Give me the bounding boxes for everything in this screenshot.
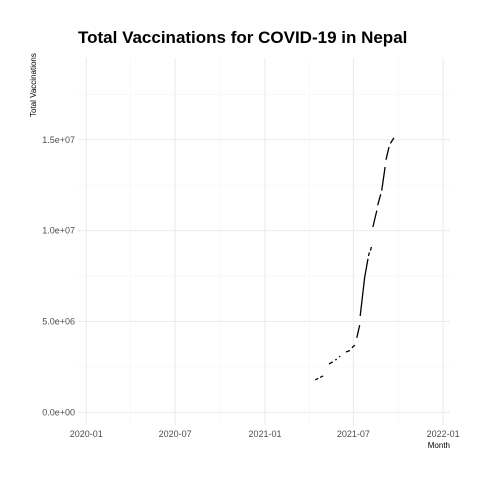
x-axis-ticks: 2020-01 2020-07 2021-01 2021-07 2022-01 — [70, 429, 460, 439]
series-segment — [372, 210, 378, 228]
series-segment — [389, 137, 395, 144]
x-tick-label: 2020-01 — [70, 429, 103, 439]
series-segment — [367, 252, 371, 257]
series-segment — [385, 146, 390, 160]
minor-gridlines — [78, 58, 450, 425]
y-tick-label: 0.0e+00 — [42, 407, 75, 417]
vaccination-series — [314, 137, 395, 381]
x-tick-label: 2020-07 — [159, 429, 192, 439]
x-tick-label: 2021-01 — [248, 429, 281, 439]
series-segment — [369, 246, 373, 251]
chart-title: Total Vaccinations for COVID-19 in Nepal — [78, 28, 407, 47]
series-segment — [359, 258, 369, 317]
series-segment — [328, 361, 334, 365]
x-tick-label: 2022-01 — [427, 429, 460, 439]
y-tick-label: 1.0e+07 — [42, 226, 75, 236]
series-segment — [314, 377, 319, 381]
series-segment — [381, 166, 386, 191]
series-segment — [351, 344, 356, 349]
y-tick-label: 5.0e+06 — [42, 316, 75, 326]
x-axis-title: Month — [428, 441, 450, 450]
y-axis-ticks: 0.0e+00 5.0e+06 1.0e+07 1.5e+07 — [42, 135, 75, 418]
series-segment — [338, 355, 341, 358]
major-gridlines — [78, 58, 450, 425]
series-segment — [356, 324, 361, 338]
series-segment — [334, 358, 338, 361]
x-tick-label: 2021-07 — [337, 429, 370, 439]
series-segment — [319, 375, 324, 378]
series-segment — [345, 349, 351, 353]
y-tick-label: 1.5e+07 — [42, 135, 75, 145]
y-axis-title: Total Vaccinations — [29, 53, 38, 117]
series-segment — [377, 194, 382, 206]
